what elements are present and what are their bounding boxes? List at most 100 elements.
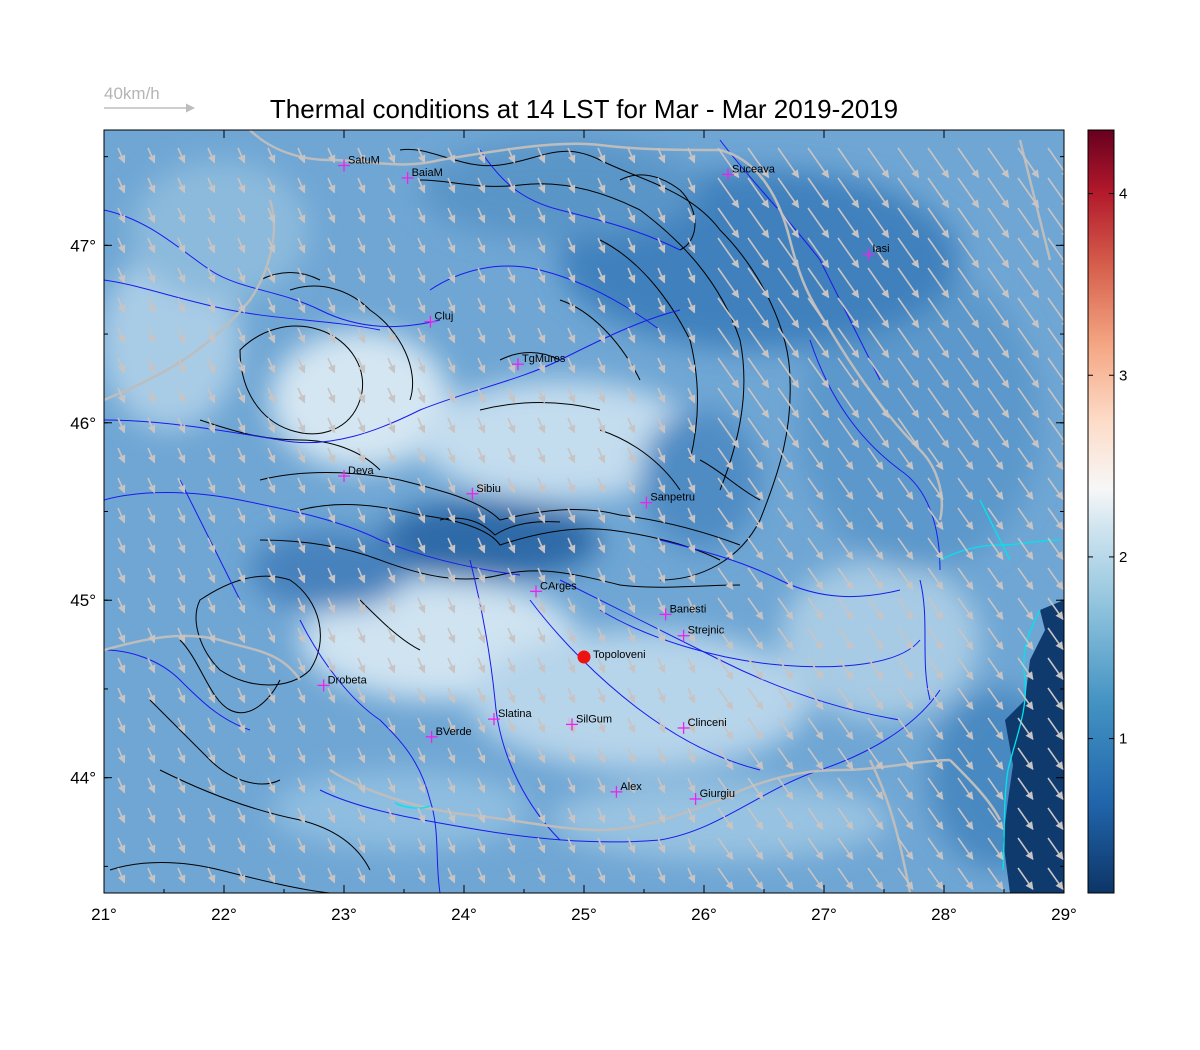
wind-arrow: [597, 537, 606, 554]
wind-arrow: [327, 597, 336, 614]
wind-arrow: [807, 597, 824, 620]
wind-arrow: [807, 657, 824, 680]
wind-arrow: [927, 597, 944, 620]
wind-arrow: [867, 657, 884, 680]
city-markers: SatuM BaiaM Suceava Iasi Cluj TgMures Deva Sibi…: [317, 154, 890, 805]
wind-arrow: [867, 387, 890, 419]
wind-arrow: [837, 657, 854, 680]
wind-arrow: [987, 717, 1004, 740]
wind-arrow: [837, 687, 854, 710]
wind-arrow: [777, 417, 800, 449]
wind-arrow: [687, 417, 696, 434]
wind-arrow: [447, 237, 456, 254]
wind-arrow: [987, 237, 1010, 269]
wind-arrow: [1047, 267, 1064, 299]
wind-arrow: [717, 627, 734, 650]
wind-arrow: [867, 147, 890, 179]
wind-arrow: [957, 507, 974, 530]
wind-arrow: [837, 507, 854, 530]
wind-arrow: [687, 447, 696, 464]
wind-arrow: [987, 747, 1004, 770]
wind-arrow: [747, 597, 764, 620]
wind-arrow: [357, 627, 366, 644]
wind-arrow: [507, 597, 516, 614]
wind-arrow: [267, 597, 276, 614]
wind-arrow: [627, 777, 636, 794]
wind-arrow: [627, 567, 636, 584]
wind-arrow: [417, 687, 426, 704]
wind-arrow: [597, 837, 606, 854]
wind-arrow: [657, 537, 666, 554]
wind-arrow: [1017, 207, 1040, 239]
wind-arrow: [957, 867, 974, 890]
wind-arrow: [117, 357, 126, 374]
wind-arrow: [657, 867, 666, 884]
wind-arrow: [687, 177, 696, 194]
wind-arrow: [327, 297, 336, 314]
wind-arrow: [747, 237, 770, 269]
wind-arrow: [387, 837, 396, 854]
wind-arrow: [927, 207, 950, 239]
colorbar-tick-label: 1: [1119, 731, 1127, 748]
wind-arrow: [957, 357, 980, 389]
wind-arrow: [657, 417, 666, 434]
wind-arrow: [777, 477, 794, 500]
wind-arrow: [657, 147, 666, 164]
wind-arrow: [777, 717, 794, 740]
wind-arrow: [147, 207, 156, 224]
wind-arrow: [717, 537, 734, 560]
wind-arrow: [747, 447, 764, 470]
wind-arrow: [357, 777, 366, 794]
wind-arrow: [597, 177, 606, 194]
city-label: Alex: [620, 781, 642, 793]
wind-arrow: [237, 207, 246, 224]
wind-arrow: [477, 837, 486, 854]
wind-arrow: [357, 867, 366, 884]
wind-arrow: [267, 447, 276, 464]
wind-arrow: [627, 207, 636, 224]
wind-arrow: [987, 417, 1010, 449]
wind-arrow: [657, 297, 666, 314]
wind-arrow: [177, 507, 186, 524]
wind-arrow: [837, 477, 854, 500]
map-title: Thermal conditions at 14 LST for Mar - M…: [270, 94, 898, 124]
city-marker: Iasi: [862, 243, 890, 261]
wind-arrow: [417, 417, 426, 434]
wind-arrow: [957, 417, 980, 449]
wind-arrow: [627, 867, 636, 884]
wind-arrow: [627, 747, 636, 764]
wind-arrow: [567, 567, 576, 584]
colorbar-tick-label: 2: [1119, 549, 1127, 566]
wind-arrow: [567, 237, 576, 254]
wind-arrow: [117, 837, 126, 854]
wind-arrow: [1047, 447, 1064, 470]
wind-arrow: [777, 807, 794, 830]
wind-arrow: [687, 387, 696, 404]
wind-arrow: [987, 357, 1010, 389]
wind-arrow: [327, 417, 336, 434]
wind-arrow: [207, 507, 216, 524]
wind-arrow: [897, 387, 920, 419]
y-tick-label: 47°: [70, 236, 96, 255]
wind-arrow: [957, 747, 974, 770]
wind-arrow: [837, 327, 860, 359]
wind-arrow: [807, 357, 830, 389]
wind-arrow: [447, 417, 456, 434]
wind-arrow: [867, 267, 890, 299]
wind-arrow: [327, 327, 336, 344]
wind-arrow: [987, 267, 1010, 299]
wind-arrow: [897, 837, 914, 860]
wind-arrow: [717, 207, 740, 239]
wind-arrow: [117, 447, 126, 464]
wind-arrow: [117, 327, 126, 344]
wind-arrow: [357, 327, 366, 344]
wind-arrow: [357, 537, 366, 554]
wind-arrow: [957, 237, 980, 269]
city-label: Clinceni: [688, 717, 727, 729]
wind-arrow: [777, 447, 794, 470]
wind-arrow: [717, 867, 734, 890]
wind-arrow: [267, 567, 276, 584]
wind-arrow: [627, 267, 636, 284]
wind-arrow: [417, 777, 426, 794]
wind-arrow: [357, 147, 366, 164]
